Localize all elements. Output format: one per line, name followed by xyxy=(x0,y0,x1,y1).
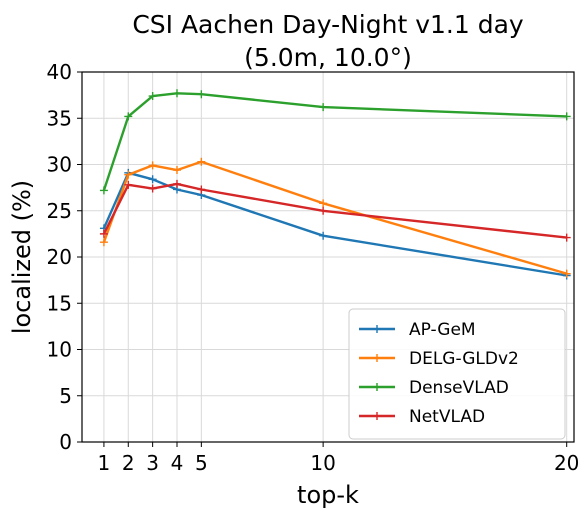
x-tick-label: 10 xyxy=(310,451,335,475)
y-tick-label: 40 xyxy=(47,60,72,84)
x-tick-label: 5 xyxy=(195,451,208,475)
series-line xyxy=(102,92,567,191)
y-tick-label: 35 xyxy=(47,106,72,130)
data-point xyxy=(172,179,181,188)
series-densevlad xyxy=(99,89,571,195)
data-point xyxy=(99,238,108,247)
data-point xyxy=(148,175,157,184)
legend: AP-GeM DELG-GLDv2 DenseVLAD NetVLAD xyxy=(348,308,566,440)
data-point xyxy=(148,184,157,193)
data-point xyxy=(197,157,206,166)
data-point xyxy=(319,206,328,215)
x-tick-label: 2 xyxy=(122,451,135,475)
x-tick-label: 20 xyxy=(554,451,579,475)
legend-item: AP-GeM xyxy=(359,320,476,340)
series-line xyxy=(102,171,567,277)
chart-subtitle: (5.0m, 10.0°) xyxy=(244,43,412,72)
legend-item: DenseVLAD xyxy=(359,378,509,398)
data-point xyxy=(197,90,206,99)
series-delg-gldv2 xyxy=(99,157,571,278)
data-point xyxy=(319,231,328,240)
series-layer xyxy=(99,89,571,280)
data-point xyxy=(172,166,181,175)
legend-marker xyxy=(373,412,381,420)
legend-box xyxy=(348,308,566,440)
data-point xyxy=(148,92,157,101)
x-tick-label: 1 xyxy=(98,451,111,475)
legend-marker xyxy=(373,354,381,362)
x-tick-label: 3 xyxy=(146,451,159,475)
legend-label: DELG-GLDv2 xyxy=(409,349,519,369)
data-point xyxy=(197,185,206,194)
legend-label: DenseVLAD xyxy=(409,378,509,398)
data-point xyxy=(562,112,571,121)
data-point xyxy=(124,180,133,189)
legend-marker xyxy=(373,383,381,391)
series-netvlad xyxy=(99,179,571,242)
data-point xyxy=(319,103,328,112)
data-point xyxy=(99,186,108,195)
y-tick-label: 15 xyxy=(47,291,72,315)
data-point xyxy=(319,199,328,208)
legend-label: AP-GeM xyxy=(409,320,476,340)
data-point xyxy=(562,233,571,242)
data-point xyxy=(99,229,108,238)
x-axis-label: top-k xyxy=(297,481,359,509)
y-tick-label: 30 xyxy=(47,153,72,177)
y-axis-label: localized (%) xyxy=(8,180,36,334)
legend-marker xyxy=(373,325,381,333)
y-tick-label: 20 xyxy=(47,245,72,269)
legend-label: NetVLAD xyxy=(409,407,485,427)
data-point xyxy=(562,269,571,278)
y-tick-label: 0 xyxy=(59,430,72,454)
x-tick-label: 4 xyxy=(171,451,184,475)
chart-title: CSI Aachen Day-Night v1.1 day xyxy=(132,10,524,39)
legend-item: DELG-GLDv2 xyxy=(359,349,519,369)
data-point xyxy=(124,170,133,179)
data-point xyxy=(172,89,181,98)
y-tick-label: 10 xyxy=(47,338,72,362)
data-point xyxy=(124,112,133,121)
data-point xyxy=(148,161,157,170)
y-tick-label: 25 xyxy=(47,199,72,223)
legend-item: NetVLAD xyxy=(359,407,485,427)
y-tick-label: 5 xyxy=(59,384,72,408)
